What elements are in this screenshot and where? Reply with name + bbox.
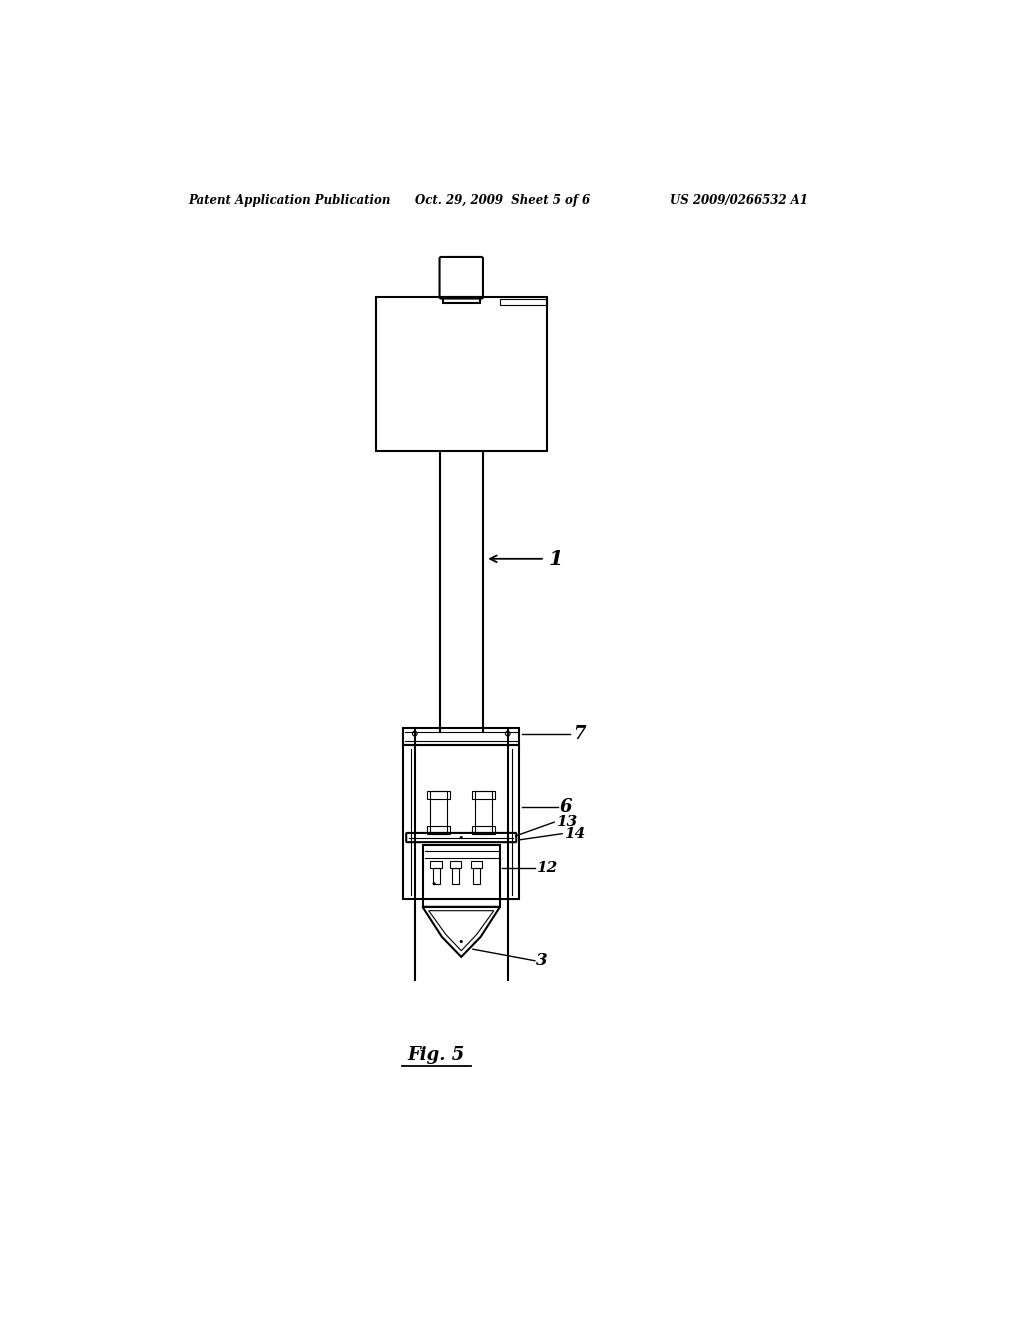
Text: Patent Application Publication: Patent Application Publication (188, 194, 391, 207)
Text: US 2009/0266532 A1: US 2009/0266532 A1 (671, 194, 808, 207)
Text: 1: 1 (549, 549, 563, 569)
Text: 14: 14 (563, 826, 585, 841)
Text: Fig. 5: Fig. 5 (407, 1047, 464, 1064)
Text: 7: 7 (572, 726, 586, 743)
Circle shape (460, 940, 463, 942)
Circle shape (432, 882, 435, 886)
Text: Oct. 29, 2009  Sheet 5 of 6: Oct. 29, 2009 Sheet 5 of 6 (415, 194, 590, 207)
Text: 13: 13 (556, 816, 578, 829)
Text: 12: 12 (537, 862, 558, 875)
Circle shape (460, 836, 463, 840)
Text: 3: 3 (537, 952, 548, 969)
Text: 6: 6 (560, 797, 572, 816)
